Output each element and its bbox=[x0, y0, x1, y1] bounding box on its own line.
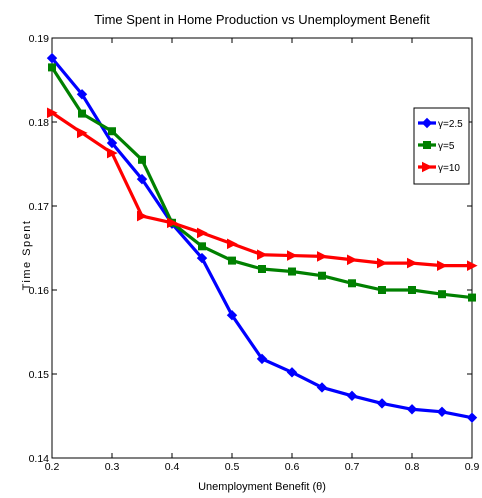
data-point bbox=[377, 257, 388, 269]
data-point bbox=[408, 286, 416, 294]
data-point bbox=[468, 293, 476, 302]
data-point bbox=[47, 107, 58, 119]
data-point bbox=[378, 286, 386, 294]
data-point bbox=[437, 260, 448, 271]
data-point bbox=[467, 260, 478, 271]
data-point bbox=[438, 290, 446, 299]
y-tick-label: 0.14 bbox=[29, 453, 50, 465]
x-tick-label: 0.6 bbox=[285, 461, 300, 473]
series-layer bbox=[46, 52, 478, 423]
x-axis-label: Unemployment Benefit (θ) bbox=[198, 481, 326, 493]
data-point bbox=[108, 127, 116, 136]
data-point bbox=[196, 252, 208, 264]
data-point bbox=[256, 353, 268, 365]
data-point bbox=[78, 109, 86, 118]
data-point bbox=[316, 382, 328, 393]
series-2 bbox=[48, 63, 476, 302]
data-point bbox=[46, 52, 58, 64]
x-tick-label: 0.2 bbox=[45, 461, 60, 473]
data-point bbox=[48, 63, 56, 72]
data-point bbox=[226, 309, 238, 321]
data-point bbox=[287, 250, 298, 261]
data-point bbox=[198, 242, 206, 251]
data-point bbox=[167, 217, 178, 229]
data-point bbox=[106, 137, 118, 149]
data-point bbox=[376, 398, 388, 409]
data-point bbox=[436, 406, 448, 418]
x-axis-ticks: 0.2 0.3 0.4 0.5 0.6 0.7 0.8 0.9 bbox=[45, 38, 480, 473]
data-point bbox=[286, 367, 298, 378]
data-point bbox=[288, 267, 296, 276]
x-tick-label: 0.4 bbox=[165, 461, 180, 473]
data-point bbox=[76, 89, 88, 100]
y-axis-label: Time Spent bbox=[21, 220, 33, 291]
legend-marker bbox=[423, 141, 431, 149]
plot-area-frame bbox=[51, 37, 473, 459]
data-point bbox=[77, 127, 88, 139]
y-tick-label: 0.17 bbox=[29, 201, 50, 213]
series-3 bbox=[47, 107, 478, 271]
y-tick-label: 0.19 bbox=[29, 33, 50, 45]
x-tick-label: 0.9 bbox=[465, 461, 480, 473]
data-point bbox=[407, 257, 418, 269]
data-point bbox=[317, 251, 328, 262]
legend-label: γ=5 bbox=[438, 141, 455, 152]
legend-item: γ=10 bbox=[418, 161, 460, 174]
chart-title: Time Spent in Home Production vs Unemplo… bbox=[94, 12, 430, 27]
x-tick-label: 0.8 bbox=[405, 461, 420, 473]
x-tick-label: 0.5 bbox=[225, 461, 240, 473]
legend-item: γ=2.5 bbox=[418, 117, 463, 130]
legend-label: γ=10 bbox=[438, 163, 460, 174]
data-point bbox=[228, 256, 236, 265]
data-point bbox=[107, 147, 118, 159]
y-tick-label: 0.18 bbox=[29, 117, 50, 129]
y-tick-label: 0.16 bbox=[29, 285, 50, 297]
x-tick-label: 0.3 bbox=[105, 461, 120, 473]
y-tick-label: 0.15 bbox=[29, 369, 50, 381]
legend-item: γ=5 bbox=[418, 141, 455, 152]
data-point bbox=[318, 271, 326, 280]
data-point bbox=[346, 390, 358, 402]
y-axis-ticks: 0.14 0.15 0.16 0.17 0.18 0.19 bbox=[29, 33, 472, 465]
data-point bbox=[257, 249, 268, 261]
data-point bbox=[136, 173, 148, 185]
legend-marker bbox=[422, 161, 433, 173]
data-point bbox=[227, 238, 238, 250]
data-point bbox=[347, 254, 358, 266]
data-point bbox=[138, 155, 146, 164]
x-tick-label: 0.7 bbox=[345, 461, 360, 473]
legend-label: γ=2.5 bbox=[438, 119, 463, 130]
data-point bbox=[406, 404, 418, 415]
data-point bbox=[348, 279, 356, 288]
legend-marker bbox=[421, 117, 433, 129]
series-1 bbox=[46, 52, 478, 423]
legend: γ=2.5 γ=5 γ=10 bbox=[413, 107, 470, 185]
data-point bbox=[258, 265, 266, 273]
data-point bbox=[466, 412, 478, 423]
data-point bbox=[137, 210, 148, 222]
data-point bbox=[197, 227, 208, 239]
